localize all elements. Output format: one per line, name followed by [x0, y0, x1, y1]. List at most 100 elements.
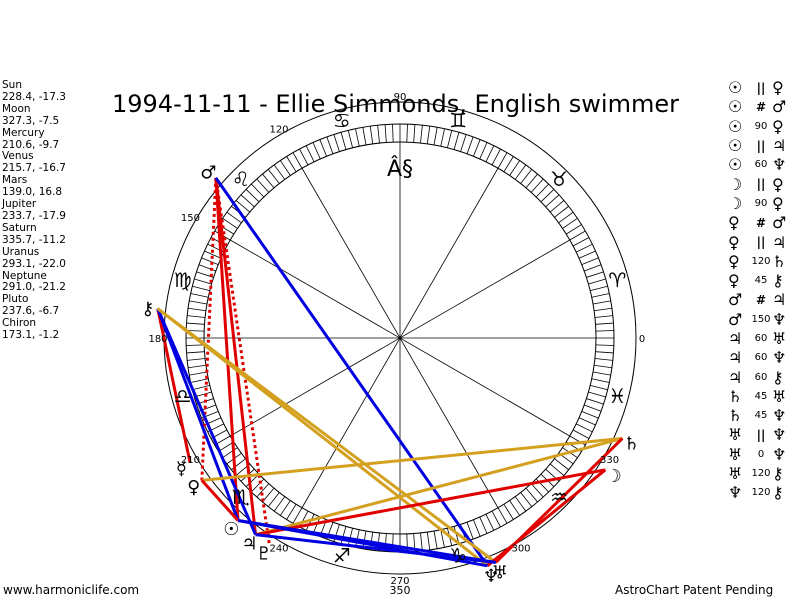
- degree-tick: [586, 271, 604, 278]
- degree-label: 150: [181, 213, 200, 224]
- planet-coords: 139.0, 16.8: [2, 186, 63, 199]
- aspect-entry: ♃ 60 ⚷: [728, 367, 798, 387]
- zodiac-sign-icon: ♌: [232, 167, 250, 191]
- aspect-type: 120: [751, 468, 771, 480]
- degree-label: 300: [511, 544, 530, 555]
- aspect-planet-b-icon: ♆: [772, 444, 787, 464]
- aspect-entry: ♅ 120 ⚷: [728, 464, 798, 483]
- degree-tick: [251, 183, 265, 198]
- aspect-planet-a-icon: ☉: [728, 155, 743, 175]
- degree-tick: [594, 364, 612, 369]
- zodiac-sign-icon: ♒: [550, 485, 568, 509]
- degree-tick: [333, 134, 340, 152]
- aspect-line: [255, 533, 496, 564]
- degree-tick: [433, 127, 438, 146]
- house-spokes: [204, 142, 596, 534]
- degree-tick: [594, 307, 612, 312]
- degree-tick: [204, 250, 222, 259]
- degree-tick: [594, 315, 613, 318]
- zodiac-signs: ♈ ♉ ♊ ♋ ♌ ♍ ♎ ♏ ♐ ♑ ♒ ♓: [174, 109, 627, 568]
- degree-tick: [473, 519, 481, 537]
- planet-coords: 335.7, -11.2: [2, 233, 66, 246]
- aspect-type: 150: [751, 313, 771, 325]
- degree-tick: [406, 124, 408, 143]
- aspect-planet-a-icon: ☽: [728, 193, 743, 213]
- aspect-type: 60: [754, 159, 768, 171]
- aspect-planet-a-icon: ♄: [728, 406, 743, 426]
- aspect-type: 45: [754, 275, 768, 287]
- aspect-type: ||: [756, 177, 766, 192]
- mercury-icon: ☿: [176, 458, 187, 479]
- aspect-line: [201, 436, 623, 482]
- degree-tick: [188, 364, 206, 369]
- aspect-planet-b-icon: ⚷: [772, 483, 784, 503]
- aspect-type: 60: [754, 333, 768, 344]
- degree-tick: [588, 278, 606, 285]
- aspect-entry: ☉ 60 ♆: [728, 155, 798, 174]
- degree-tick: [595, 351, 614, 354]
- degree-label: 330: [600, 455, 619, 466]
- degree-tick: [426, 532, 431, 550]
- degree-labels: 90 120 150 180 210 240 270 300 330 0: [148, 92, 645, 587]
- planet-name: Jupiter: [2, 198, 37, 211]
- venus-icon: ♀: [187, 477, 200, 498]
- aspect-entry: ♀ 45 ⚷: [728, 271, 798, 290]
- degree-tick: [520, 492, 533, 507]
- aspect-type: 45: [754, 390, 768, 402]
- aspect-entry: ♄ 45 ♆: [728, 406, 798, 425]
- aspect-planet-a-icon: ☉: [728, 78, 743, 98]
- degree-label: 0: [639, 334, 645, 345]
- aspect-planet-a-icon: ♀: [728, 232, 740, 252]
- degree-tick: [251, 478, 265, 493]
- degree-tick: [466, 522, 474, 540]
- degree-tick: [312, 516, 321, 534]
- aspect-planet-b-icon: ♆: [772, 425, 787, 445]
- website-link[interactable]: www.harmoniclife.com: [3, 583, 140, 597]
- degree-tick: [569, 230, 586, 241]
- aspect-entry: ♀ # ♂: [728, 213, 798, 232]
- zodiac-sign-icon: ♊: [449, 109, 467, 133]
- degree-tick: [549, 463, 565, 476]
- aspect-planet-b-icon: ♅: [772, 329, 787, 348]
- degree-tick: [262, 487, 275, 503]
- degree-tick: [426, 126, 431, 144]
- aspect-type: #: [755, 215, 767, 230]
- degree-tick: [588, 391, 606, 398]
- center-mark: Â§: [387, 156, 413, 182]
- aspect-planet-b-icon: ♆: [772, 348, 787, 368]
- degree-tick: [235, 200, 251, 213]
- aspect-type: ||: [756, 80, 766, 95]
- degree-tick: [525, 487, 538, 503]
- saturn-icon: ♄: [623, 434, 639, 455]
- degree-tick: [312, 142, 321, 160]
- degree-tick: [591, 293, 610, 298]
- degree-tick: [240, 194, 255, 208]
- degree-tick: [420, 532, 423, 551]
- aspect-type: 120: [751, 487, 771, 499]
- degree-tick: [280, 500, 291, 516]
- degree-tick: [187, 358, 206, 361]
- degree-tick: [520, 169, 533, 184]
- aspect-planet-a-icon: ♅: [728, 464, 743, 484]
- aspect-type: 60: [754, 371, 768, 383]
- aspect-entry: ♂ 150 ♆: [728, 310, 798, 329]
- aspect-planet-b-icon: ♆: [772, 406, 787, 426]
- degree-tick: [292, 152, 303, 169]
- degree-tick: [286, 504, 297, 520]
- moon-icon: ☽: [606, 466, 622, 487]
- zodiac-sign-icon: ♑: [449, 543, 467, 567]
- degree-tick: [584, 404, 602, 412]
- degree-tick: [186, 322, 205, 325]
- planet-name: Saturn: [2, 221, 37, 234]
- degree-tick: [575, 243, 593, 253]
- aspect-planet-b-icon: ♀: [772, 174, 784, 194]
- aspect-planet-b-icon: ♄: [772, 251, 787, 271]
- zodiac-sign-icon: ♐: [333, 543, 351, 567]
- degree-tick: [319, 139, 327, 157]
- aspect-entry: ♅ || ♆: [728, 425, 798, 444]
- aspect-planet-b-icon: ♅: [772, 386, 787, 406]
- aspect-lines: [156, 177, 624, 568]
- planet-glyphs: ☉ ☽ ☿♀ ♂ ♃ ♄ ♅♆ ♇ ⚷: [141, 162, 639, 587]
- aspect-planet-a-icon: ♅: [728, 425, 743, 445]
- aspect-type: 45: [754, 410, 768, 422]
